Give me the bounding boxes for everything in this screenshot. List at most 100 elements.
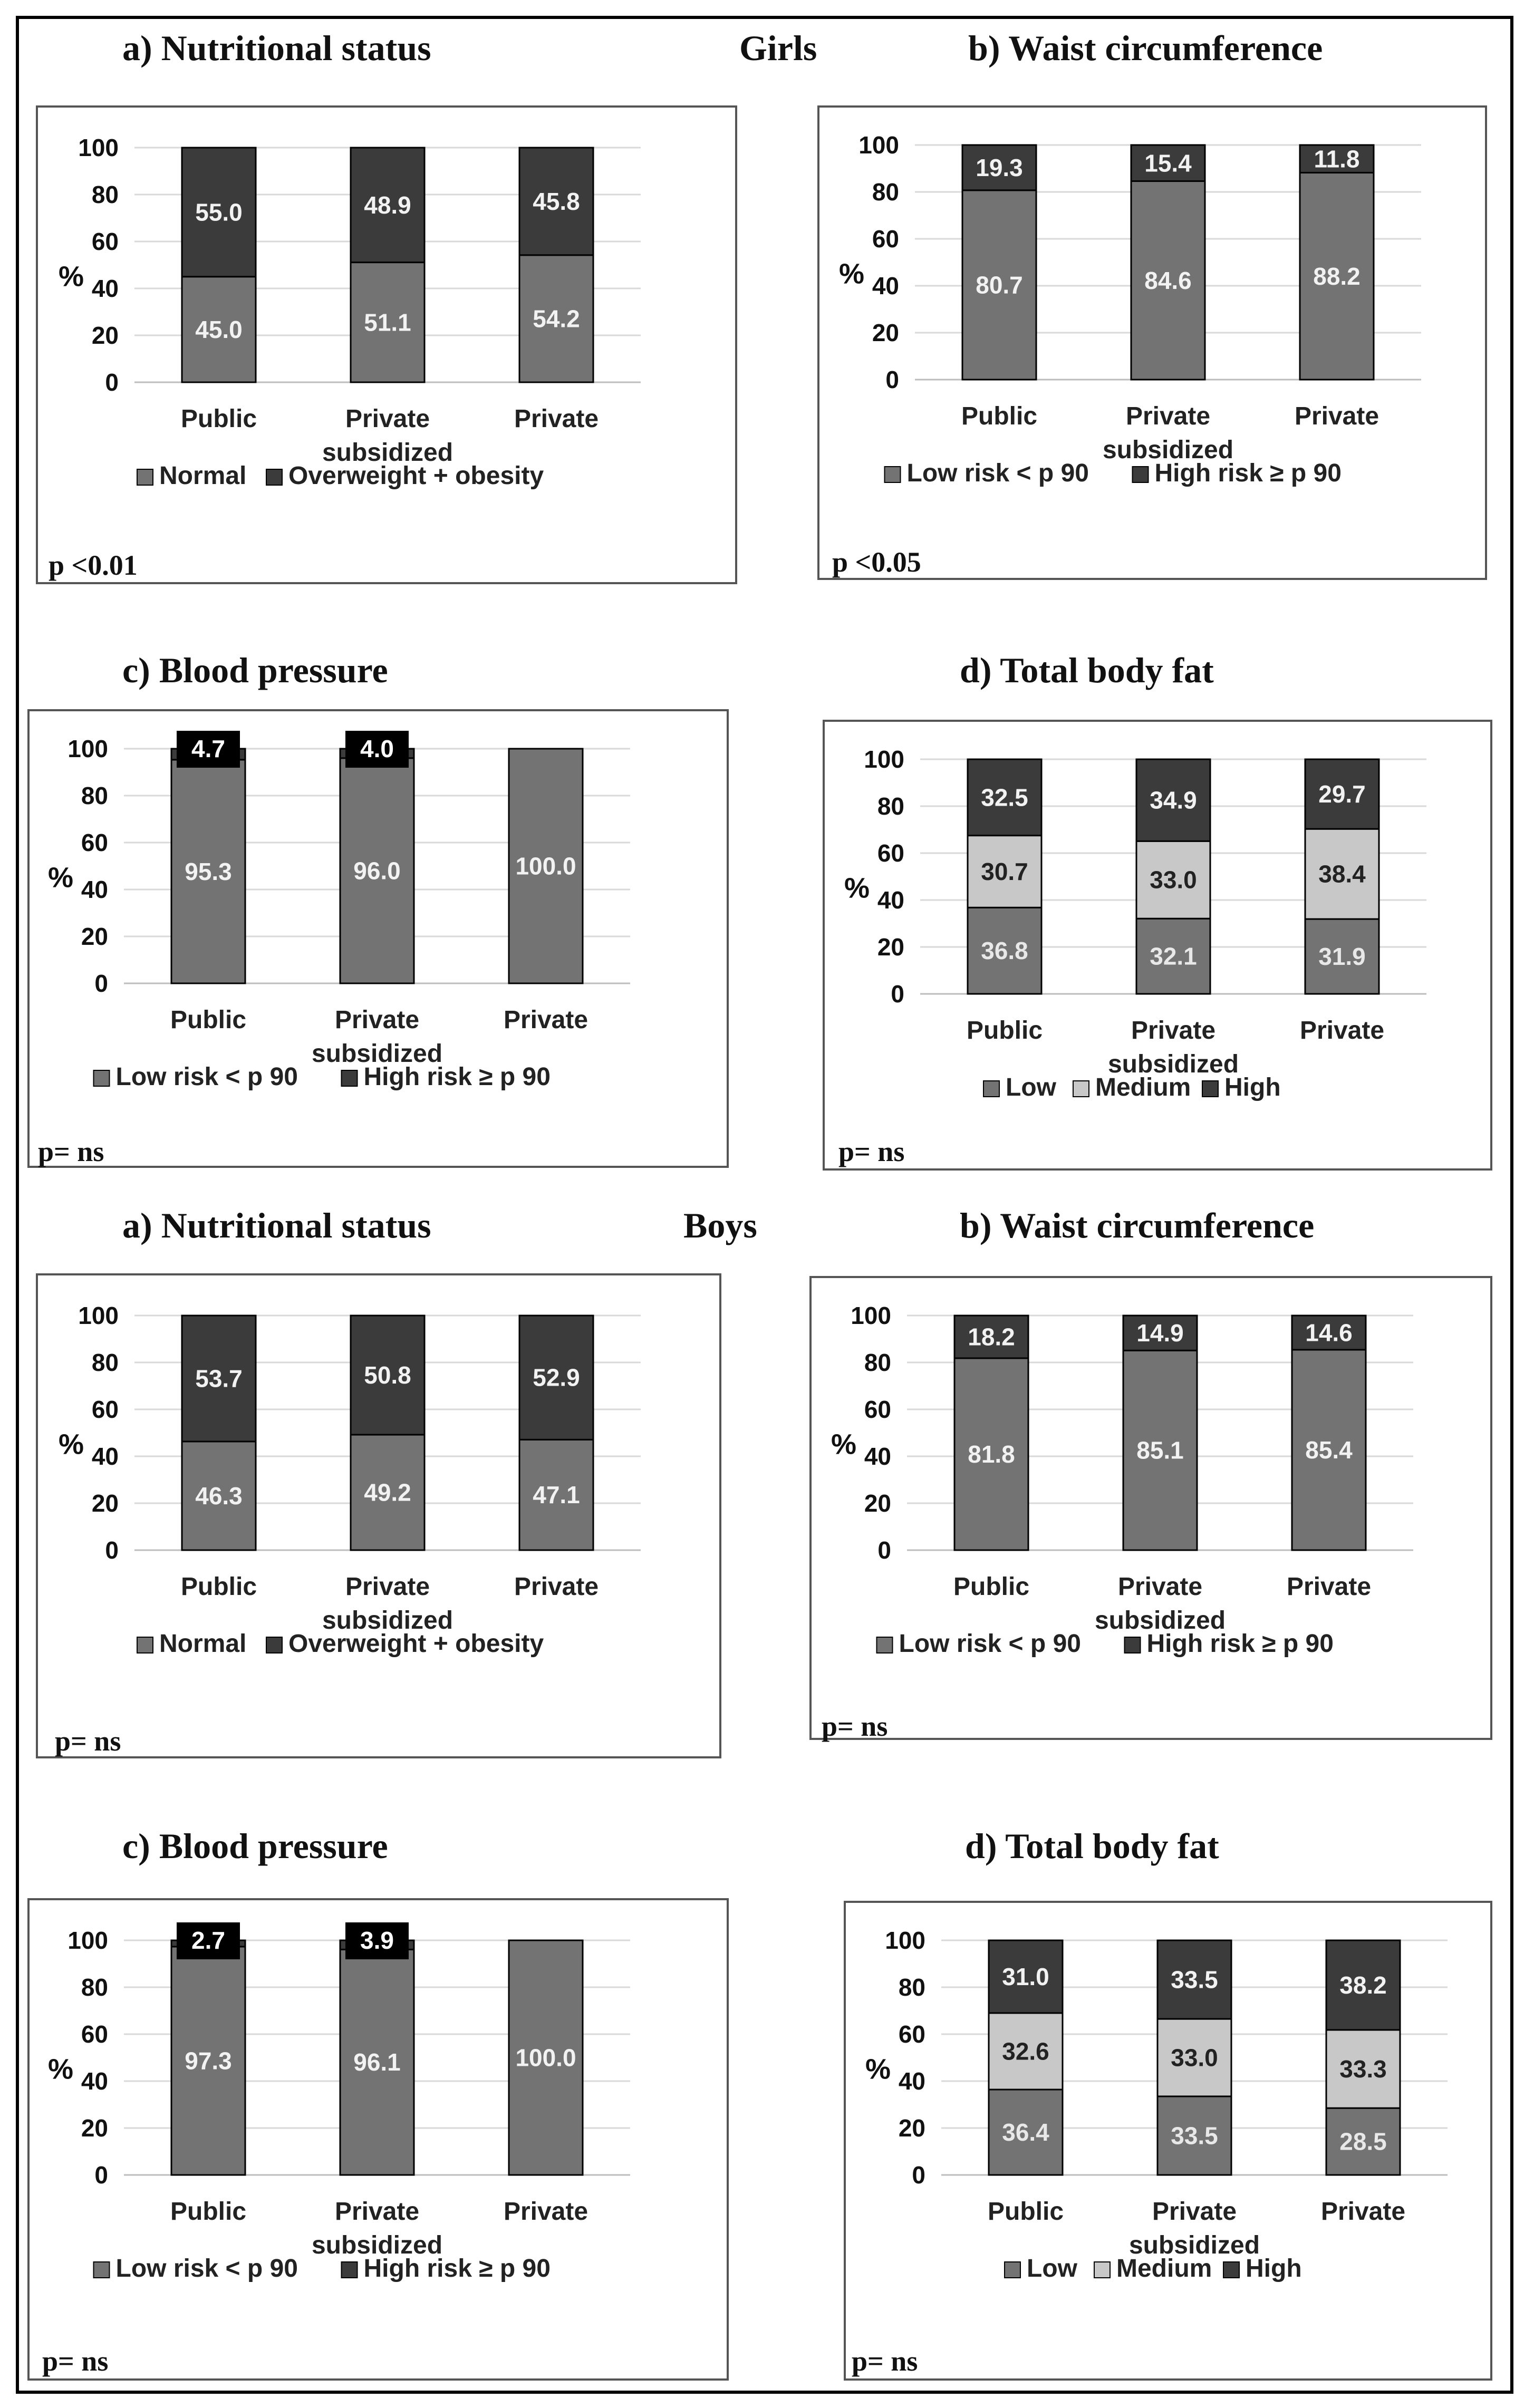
girls-c-bar-segment: [170, 759, 246, 984]
girls-a-data-label: 51.1: [364, 308, 411, 336]
girls-group-label: Girls: [739, 28, 817, 68]
boys-a-bar-segment: [350, 1314, 426, 1436]
boys-b-legend-swatch: [876, 1637, 893, 1653]
girls-b-bar-segment: [1299, 144, 1375, 174]
boys-d-data-label: 33.5: [1171, 2122, 1218, 2149]
girls-d-bar-segment: [967, 758, 1043, 837]
girls-a-bar-segment: [181, 147, 257, 278]
girls-b-data-label: 84.6: [1144, 267, 1192, 294]
boys-c-category-label: subsidized: [312, 2231, 442, 2259]
boys-d-ytick-label: 100: [885, 1927, 925, 1954]
girls-b-p-value: p <0.05: [832, 546, 921, 578]
girls-b-ytick-label: 20: [872, 319, 899, 346]
boys-d-bar-segment: [1325, 2107, 1401, 2176]
girls-a-ytick-label: 0: [105, 369, 119, 396]
girls-b-data-label: 19.3: [976, 154, 1023, 181]
boys-c-category-label: Private: [335, 2198, 419, 2226]
boys-a-legend-swatch: [137, 1637, 153, 1653]
girls-c-ylabel: %: [48, 862, 73, 894]
boys-a-category-label: subsidized: [322, 1607, 453, 1635]
boys-d-bar-segment: [988, 1939, 1064, 2014]
girls-a-data-label: 48.9: [364, 191, 411, 219]
boys-d-ytick-label: 20: [899, 2114, 925, 2142]
boys-d-category-label: Private: [1152, 2198, 1237, 2226]
girls-c-p-value: p= ns: [38, 1136, 104, 1167]
boys-d-legend-label: Medium: [1116, 2255, 1212, 2283]
girls-c-category-label: Public: [170, 1006, 246, 1034]
girls-b-ylabel: %: [839, 258, 864, 290]
boys-group-label: Boys: [683, 1205, 757, 1245]
girls-a-bar-segment: [518, 254, 594, 383]
boys-d-legend-label: High: [1246, 2255, 1302, 2283]
boys-d-legend-swatch: [1223, 2261, 1240, 2278]
girls-b-ytick-label: 60: [872, 225, 899, 253]
boys-c-data-label: 100.0: [515, 2044, 576, 2072]
boys-d-title: d) Total body fat: [965, 1826, 1219, 1866]
boys-d-data-label: 31.0: [1002, 1963, 1049, 1990]
girls-a-bar-segment: [350, 262, 426, 383]
boys-c-data-label-box: [345, 1922, 409, 1959]
boys-a-chart: 0 20 40 60 80 100% Public 46.3 53.7 Private subsid…: [59, 1302, 641, 1658]
boys-d-bar-segment: [1325, 2029, 1401, 2109]
girls-d-legend-swatch: [983, 1080, 1000, 1097]
girls-d-legend-label: High: [1224, 1074, 1281, 1101]
girls-d-data-label: 30.7: [981, 858, 1028, 885]
girls-c-bar-segment: [508, 748, 584, 984]
girls-d-chart: 0 20 40 60 80 100% Public 36.8 30.7 32.5 Private su…: [844, 746, 1426, 1101]
girls-d-legend-label: Low: [1006, 1074, 1057, 1101]
boys-a-data-label: 52.9: [533, 1364, 580, 1391]
boys-b-data-label: 14.9: [1136, 1319, 1184, 1347]
girls-c-ytick-label: 0: [94, 970, 108, 997]
girls-c-data-label: 95.3: [185, 858, 232, 885]
girls-d-data-label: 36.8: [981, 937, 1028, 964]
girls-c-chart: 0 20 40 60 80 100% Public 95.3 4.7 Private subsidi…: [48, 731, 630, 1091]
girls-b-ytick-label: 40: [872, 272, 899, 299]
girls-c-data-label-box: [177, 731, 240, 768]
girls-c-ytick-label: 80: [81, 782, 108, 809]
boys-d-bar-segment: [1156, 1939, 1232, 2020]
girls-c-legend-swatch: [341, 1070, 358, 1087]
girls-b-chart: 0 20 40 60 80 100% Public 80.7 19.3 Private subsid…: [839, 131, 1421, 487]
boys-a-category-label: Public: [181, 1573, 257, 1601]
boys-b-p-value: p= ns: [822, 1710, 888, 1742]
girls-b-legend-label: Low risk < p 90: [907, 459, 1089, 487]
boys-d-data-label: 36.4: [1002, 2119, 1049, 2146]
boys-d-legend-swatch: [1094, 2261, 1111, 2278]
girls-d-ytick-label: 60: [877, 839, 904, 867]
boys-d-ytick-label: 60: [899, 2020, 925, 2048]
boys-c-category-label: Private: [504, 2198, 588, 2226]
boys-c-ytick-label: 0: [94, 2161, 108, 2189]
boys-c-legend-label: High risk ≥ p 90: [364, 2255, 551, 2283]
girls-a-p-value: p <0.01: [49, 549, 138, 581]
boys-b-bar-segment: [1122, 1314, 1198, 1351]
boys-c-p-value: p= ns: [42, 2345, 109, 2377]
boys-b-ytick-label: 80: [864, 1349, 891, 1376]
boys-a-data-label: 47.1: [533, 1481, 580, 1508]
boys-b-data-label: 14.6: [1305, 1319, 1353, 1346]
boys-c-ylabel: %: [48, 2054, 73, 2085]
boys-d-chart: 0 20 40 60 80 100% Public 36.4 32.6 31.0 Private su…: [865, 1927, 1448, 2283]
boys-a-data-label: 49.2: [364, 1479, 411, 1506]
boys-c-bar-segment: [508, 1939, 584, 2176]
girls-b-legend-swatch: [1132, 466, 1149, 483]
boys-c-legend-swatch: [93, 2261, 110, 2278]
girls-a-ytick-label: 100: [78, 134, 119, 161]
girls-b-category-label: Private: [1126, 402, 1210, 430]
boys-a-bar-segment: [181, 1314, 257, 1443]
boys-d-data-label: 33.5: [1171, 1966, 1218, 1994]
girls-a-title: a) Nutritional status: [122, 28, 431, 68]
girls-d-bar-segment: [1304, 758, 1380, 830]
girls-b-data-label: 11.8: [1314, 145, 1360, 172]
girls-d-ytick-label: 40: [877, 886, 904, 914]
boys-d-bar-segment: [988, 2012, 1064, 2091]
boys-a-category-label: Private: [345, 1573, 430, 1601]
girls-d-legend-label: Medium: [1095, 1074, 1191, 1101]
boys-c-chart: 0 20 40 60 80 100% Public 97.3 2.7 Private subsidi…: [48, 1922, 630, 2283]
girls-d-ytick-label: 100: [864, 746, 904, 773]
boys-d-ytick-label: 40: [899, 2067, 925, 2095]
girls-d-ytick-label: 80: [877, 792, 904, 820]
boys-b-data-label: 18.2: [968, 1323, 1015, 1350]
boys-b-ytick-label: 100: [851, 1302, 891, 1329]
girls-d-bar-segment: [967, 906, 1043, 995]
boys-d-bar-segment: [1156, 2095, 1232, 2176]
